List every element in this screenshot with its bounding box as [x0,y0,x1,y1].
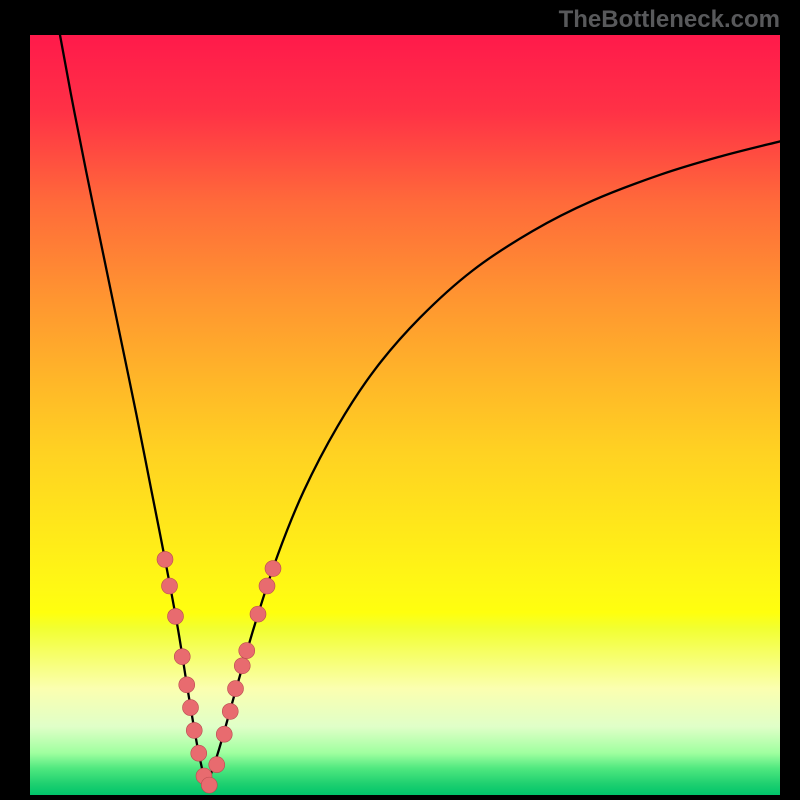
plot-area [30,35,780,795]
data-marker [259,578,275,594]
data-marker [222,703,238,719]
bottleneck-curve-left [60,35,206,787]
watermark-text: TheBottleneck.com [559,6,780,34]
data-marker [191,745,207,761]
data-marker [179,677,195,693]
data-marker [228,681,244,697]
data-marker [239,643,255,659]
data-marker [250,606,266,622]
data-marker [265,561,281,577]
data-marker [234,658,250,674]
chart-svg [30,35,780,795]
data-marker [174,649,190,665]
data-marker [209,757,225,773]
chart-container: TheBottleneck.com [0,0,800,800]
bottleneck-curve-right [206,141,780,787]
data-marker [157,551,173,567]
data-marker [186,722,202,738]
data-markers [157,551,281,793]
data-marker [183,700,199,716]
data-marker [201,777,217,793]
data-marker [216,726,232,742]
data-marker [168,608,184,624]
data-marker [162,578,178,594]
